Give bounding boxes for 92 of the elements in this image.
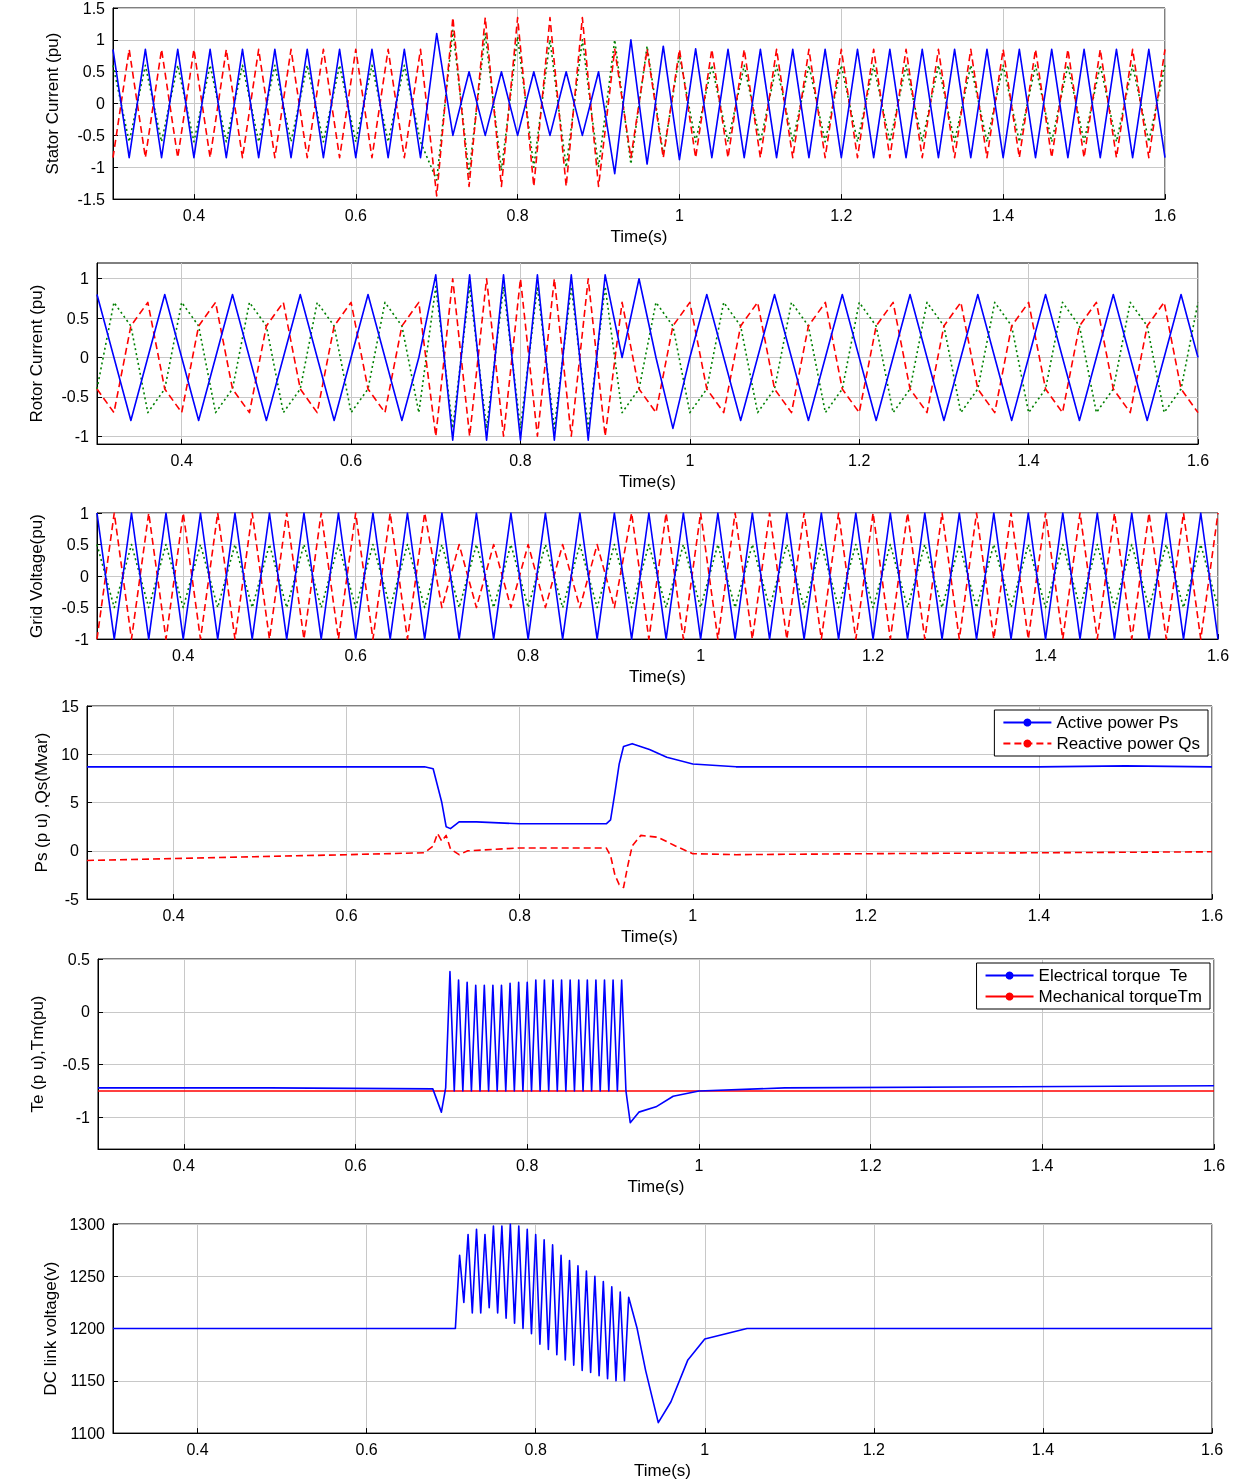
- y-axis-title: Te (p u),Tm(pu): [28, 995, 47, 1113]
- x-tick-label: 0.4: [162, 906, 185, 924]
- y-axis-title: DC link voltage(v): [40, 1261, 60, 1396]
- y-tick-label: -1: [75, 1108, 91, 1126]
- x-tick-label: 0.4: [172, 1156, 196, 1174]
- y-tick-label: 0.5: [66, 309, 90, 327]
- x-tick-label: 0.8: [517, 646, 540, 664]
- x-axis-title: Time(s): [629, 667, 686, 686]
- x-tick-label: 0.4: [186, 1440, 209, 1458]
- y-tick-label: -0.5: [61, 388, 90, 406]
- y-axis-title: Ps (p u) ,Qs(Mvar): [32, 732, 52, 873]
- y-tick-label: 1300: [69, 1215, 106, 1233]
- x-tick-label: 1.4: [1017, 451, 1040, 469]
- y-tick-label: 1: [80, 270, 90, 288]
- y-tick-label: 0.5: [82, 63, 106, 81]
- y-tick-label: -1: [74, 427, 90, 445]
- x-tick-label: 1.2: [859, 1156, 882, 1174]
- y-tick-label: 1200: [69, 1320, 106, 1338]
- x-tick-label: 0.8: [516, 1156, 539, 1174]
- x-tick-label: 1.4: [1031, 1440, 1055, 1458]
- x-tick-label: 1: [675, 206, 685, 224]
- y-tick-label: 1: [96, 31, 106, 49]
- x-tick-label: 1.4: [1031, 1156, 1054, 1174]
- x-tick-label: 1.2: [861, 646, 885, 664]
- x-tick-label: 0.6: [344, 206, 367, 224]
- x-tick-label: 1.4: [992, 206, 1015, 224]
- x-axis-title: Time(s): [621, 927, 678, 946]
- y-tick-label: 1.5: [82, 0, 106, 17]
- x-axis-title: Time(s): [627, 1177, 685, 1196]
- y-axis-title: Grid Voltage(pu): [27, 514, 46, 638]
- y-tick-label: -1: [74, 630, 90, 648]
- y-tick-label: -0.5: [62, 1056, 91, 1074]
- line-series: [96, 512, 1219, 640]
- y-tick-label: 15: [61, 697, 80, 715]
- y-tick-label: -1.5: [77, 190, 106, 208]
- x-tick-label: 1: [700, 1440, 710, 1458]
- x-tick-label: 1.6: [1200, 1440, 1224, 1458]
- y-tick-label: 0: [80, 567, 90, 585]
- legend-label: Electrical torque Te: [1038, 966, 1188, 985]
- y-tick-label: 0: [96, 95, 106, 113]
- x-tick-label: 0.8: [524, 1440, 547, 1458]
- x-tick-label: 1.6: [1153, 206, 1177, 224]
- y-axis-title: Stator Current (pu): [43, 32, 62, 175]
- x-tick-label: 1.6: [1200, 906, 1224, 924]
- x-tick-label: 0.8: [508, 906, 531, 924]
- y-tick-label: 1150: [70, 1372, 106, 1390]
- x-axis-title: Time(s): [619, 472, 676, 491]
- x-tick-label: 1.6: [1206, 646, 1230, 664]
- legend-label: Reactive power Qs: [1056, 734, 1201, 753]
- line-series: [86, 832, 1213, 889]
- x-tick-label: 1: [694, 1156, 704, 1174]
- x-tick-label: 0.6: [339, 451, 363, 469]
- y-tick-label: 0.5: [67, 950, 91, 968]
- y-tick-label: 1: [80, 504, 90, 522]
- x-tick-label: 0.8: [509, 451, 532, 469]
- y-tick-label: 0: [70, 842, 80, 860]
- x-axis-title: Time(s): [610, 227, 668, 246]
- y-tick-label: -0.5: [77, 126, 106, 144]
- y-tick-label: 5: [70, 794, 80, 812]
- line-series: [97, 970, 1215, 1124]
- x-tick-label: 0.6: [335, 906, 358, 924]
- y-tick-label: -1: [90, 158, 106, 176]
- legend-label: Mechanical torqueTm: [1038, 987, 1203, 1006]
- y-axis-title: Rotor Current (pu): [27, 284, 46, 423]
- x-tick-label: 0.4: [172, 646, 195, 664]
- x-tick-label: 1.2: [848, 451, 871, 469]
- x-tick-label: 0.6: [355, 1440, 378, 1458]
- x-tick-label: 0.6: [344, 1156, 367, 1174]
- y-tick-label: 1250: [69, 1267, 106, 1285]
- y-tick-label: 0: [80, 348, 90, 366]
- y-tick-label: 1100: [70, 1424, 106, 1442]
- x-tick-label: 1.2: [830, 206, 853, 224]
- y-tick-label: 10: [61, 745, 80, 763]
- x-tick-label: 1.2: [862, 1440, 886, 1458]
- x-tick-label: 1.2: [854, 906, 878, 924]
- x-tick-label: 1.4: [1027, 906, 1051, 924]
- x-tick-label: 0.4: [182, 206, 206, 224]
- x-tick-label: 1.4: [1034, 646, 1057, 664]
- x-tick-label: 1: [685, 451, 695, 469]
- x-axis-title: Time(s): [634, 1461, 691, 1480]
- x-tick-label: 1.6: [1202, 1156, 1226, 1174]
- x-tick-label: 1.6: [1186, 451, 1210, 469]
- x-tick-label: 0.4: [170, 451, 193, 469]
- legend-label: Active power Ps: [1056, 713, 1179, 732]
- y-tick-label: 0.5: [66, 536, 90, 554]
- x-tick-label: 1: [688, 906, 698, 924]
- x-tick-label: 0.6: [344, 646, 367, 664]
- y-tick-label: 0: [81, 1003, 91, 1021]
- y-tick-label: -5: [64, 890, 80, 908]
- x-tick-label: 0.8: [506, 206, 529, 224]
- y-tick-label: -0.5: [61, 599, 90, 617]
- x-tick-label: 1: [696, 646, 706, 664]
